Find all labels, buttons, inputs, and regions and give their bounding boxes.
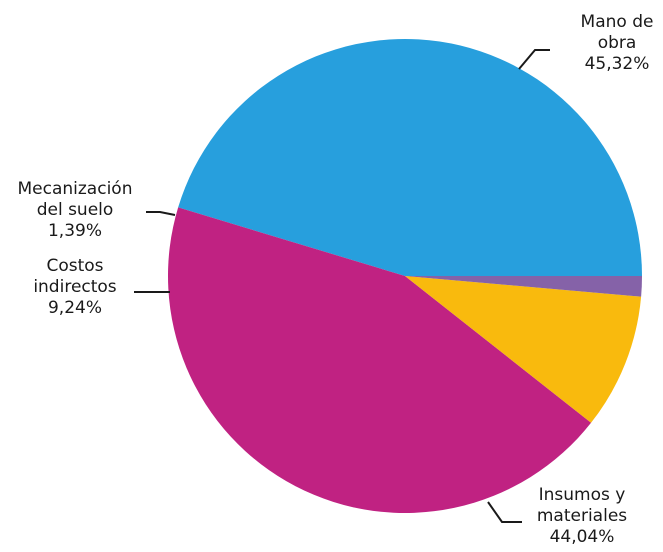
slice-label-line-0-1: obra — [598, 33, 637, 53]
pie-slices — [167, 38, 642, 514]
leader-line-0 — [518, 49, 550, 70]
slice-label-1: Insumos y materiales 44,04% — [537, 485, 627, 547]
pie-slice-3 — [405, 276, 642, 297]
slice-label-line-1-1: materiales — [537, 506, 627, 526]
pie-slice-0 — [178, 38, 642, 276]
slice-label-0: Mano de obra 45,32% — [581, 12, 654, 74]
slice-label-line-0-0: Mano de — [581, 12, 654, 32]
slice-label-line-2-0: Costos — [46, 256, 103, 276]
slice-labels: Mano de obra 45,32% Insumos y materiales 44,0… — [18, 12, 654, 547]
slice-label-3: Mecanización del suelo 1,39% — [18, 179, 133, 241]
slice-label-line-3-1: del suelo — [37, 200, 114, 220]
slice-value-1: 44,04% — [550, 527, 615, 547]
slice-value-3: 1,39% — [48, 221, 102, 241]
leader-line-3 — [146, 211, 176, 216]
slice-value-2: 9,24% — [48, 298, 102, 318]
slice-label-line-1-0: Insumos y — [539, 485, 626, 505]
slice-value-0: 45,32% — [585, 54, 650, 74]
pie-slice-2 — [405, 276, 642, 423]
slice-label-2: Costos indirectos 9,24% — [33, 256, 116, 318]
slice-label-line-2-1: indirectos — [33, 277, 116, 297]
slice-label-line-3-0: Mecanización — [18, 179, 133, 199]
pie-slice-1 — [167, 207, 592, 514]
leader-line-1 — [487, 501, 522, 523]
